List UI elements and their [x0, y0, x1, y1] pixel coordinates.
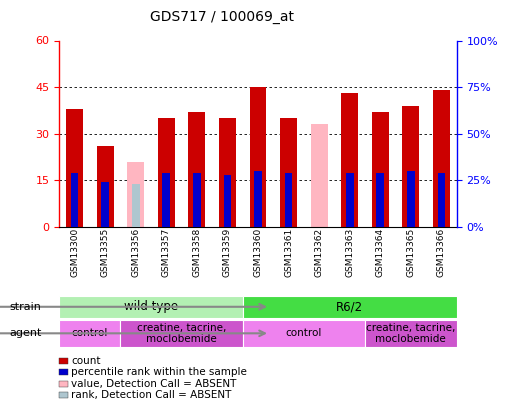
Bar	[346, 173, 353, 227]
Bar	[372, 112, 389, 227]
Bar	[59, 296, 243, 318]
Bar	[254, 171, 262, 227]
Text: control: control	[72, 328, 108, 338]
Text: rank, Detection Call = ABSENT: rank, Detection Call = ABSENT	[71, 390, 232, 400]
Bar	[341, 93, 358, 227]
Bar	[365, 320, 457, 347]
Bar	[223, 175, 231, 227]
Text: control: control	[286, 328, 322, 338]
Bar	[158, 118, 175, 227]
Text: creatine, tacrine,
moclobemide: creatine, tacrine, moclobemide	[366, 322, 456, 344]
Bar	[250, 87, 266, 227]
Text: strain: strain	[9, 302, 41, 312]
Bar	[71, 173, 78, 227]
Text: R6/2: R6/2	[336, 300, 363, 313]
Bar	[438, 173, 445, 227]
Bar	[285, 173, 293, 227]
Bar	[433, 90, 450, 227]
Bar	[120, 320, 243, 347]
Bar	[132, 184, 139, 227]
Text: agent: agent	[9, 328, 42, 338]
Bar	[97, 146, 114, 227]
Bar	[377, 173, 384, 227]
Bar	[280, 118, 297, 227]
Bar	[188, 112, 205, 227]
Text: percentile rank within the sample: percentile rank within the sample	[71, 367, 247, 377]
Bar	[243, 320, 365, 347]
Text: value, Detection Call = ABSENT: value, Detection Call = ABSENT	[71, 379, 236, 389]
Text: wild type: wild type	[124, 300, 178, 313]
Text: count: count	[71, 356, 101, 366]
Bar	[163, 173, 170, 227]
Bar	[243, 296, 457, 318]
Bar	[101, 182, 109, 227]
Bar	[127, 162, 144, 227]
Bar	[193, 173, 201, 227]
Bar	[59, 320, 120, 347]
Bar	[407, 171, 415, 227]
Bar	[219, 118, 236, 227]
Text: GDS717 / 100069_at: GDS717 / 100069_at	[150, 10, 294, 24]
Bar	[66, 109, 83, 227]
Bar	[311, 124, 328, 227]
Text: creatine, tacrine,
moclobemide: creatine, tacrine, moclobemide	[137, 322, 227, 344]
Bar	[402, 106, 419, 227]
